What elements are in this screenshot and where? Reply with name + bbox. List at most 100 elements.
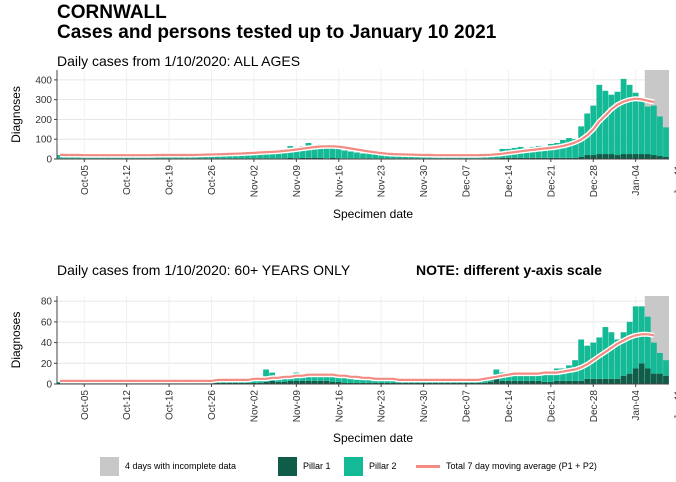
legend-item-pillar1: Pillar 1 <box>278 456 331 476</box>
chart1-bar-pillar1 <box>505 157 512 159</box>
chart1-bar-pillar2 <box>638 98 645 155</box>
chart2-xtick-0: Oct-05 <box>80 384 91 420</box>
chart-title-line1: CORNWALL <box>57 2 167 23</box>
chart2-xtick-7: Nov-23 <box>377 384 388 422</box>
chart2-bar-pillar1 <box>178 382 185 384</box>
chart1-xtick-1: Oct-12 <box>122 159 133 195</box>
chart2-bar-pillar1 <box>111 382 118 384</box>
chart1-bar-pillar2 <box>341 150 348 159</box>
chart2-bar-pillar2 <box>523 371 530 381</box>
chart2-bar-pillar1 <box>614 378 621 384</box>
chart1-bar-pillar1 <box>578 157 585 159</box>
chart1-subtitle: Daily cases from 1/10/2020: ALL AGES <box>57 53 301 69</box>
legend-label-moving-average: Total 7 day moving average (P1 + P2) <box>446 461 597 471</box>
chart2-xtick-6: Nov-16 <box>334 384 345 422</box>
chart2-bar-pillar1 <box>354 382 360 384</box>
legend-label-incomplete: 4 days with incomplete data <box>125 461 237 471</box>
chart1-bar-pillar2 <box>281 149 288 159</box>
chart2-bar-pillar1 <box>93 382 100 384</box>
chart1-xtick-5: Nov-09 <box>292 159 303 197</box>
chart1-bar-pillar2 <box>372 153 378 159</box>
chart2-bar-pillar1 <box>414 382 421 384</box>
chart2-bar-pillar1 <box>105 382 112 384</box>
chart1-bar-pillar1 <box>608 154 615 159</box>
chart1-bar-pillar1 <box>644 154 651 159</box>
chart2-bar-pillar1 <box>578 380 585 384</box>
chart2-bar-pillar1 <box>196 382 203 384</box>
chart2-bar-pillar2 <box>511 373 518 381</box>
chart2-xtick-9: Dec-07 <box>462 384 473 422</box>
chart1-bar-pillar2 <box>384 154 391 159</box>
chart2-bar-pillar1 <box>148 382 154 384</box>
chart1-bar-pillar2 <box>626 84 633 155</box>
chart2-bar-pillar1 <box>166 382 172 384</box>
chart2-bar-pillar2 <box>620 332 627 376</box>
chart1-xtick-label: Nov-09 <box>292 165 303 198</box>
chart2-bar-pillar1 <box>154 382 160 384</box>
chart2-bar-pillar1 <box>620 375 627 384</box>
chart2-bar-pillar2 <box>650 342 657 374</box>
chart2-bar-pillar1 <box>511 380 518 384</box>
chart2-ytick-2: 40 <box>41 338 57 349</box>
chart2-bar-pillar1 <box>590 378 597 384</box>
chart2-bar-pillar1 <box>208 382 215 384</box>
chart2-bar-pillar1 <box>469 382 475 384</box>
chart1-xtick-label: Nov-02 <box>249 165 260 198</box>
chart1-bar-pillar2 <box>554 142 560 158</box>
chart1-bar-pillar2 <box>354 152 360 159</box>
chart2-bar-pillar1 <box>293 380 300 384</box>
chart1-bar-pillar1 <box>566 157 572 159</box>
chart1-xtick-label: Oct-26 <box>207 165 218 195</box>
chart1-bar-pillar2 <box>535 145 542 158</box>
chart2-bar-pillar1 <box>390 382 397 384</box>
chart2-bar-pillar1 <box>360 382 366 384</box>
chart2-bar-pillar1 <box>263 381 269 384</box>
chart1-bar-pillar1 <box>554 157 560 159</box>
chart1-xtick-label: Dec-28 <box>589 165 600 198</box>
chart2-bar-pillar1 <box>87 382 94 384</box>
chart2-bar-pillar1 <box>81 382 88 384</box>
chart1-bar-pillar2 <box>541 146 548 158</box>
chart2-bar-pillar2 <box>378 379 385 383</box>
chart2-bar-pillar1 <box>329 381 336 384</box>
chart1-xtick-label: Dec-07 <box>462 165 473 198</box>
chart2-bar-pillar1 <box>238 382 245 384</box>
chart2-ytick-label: 0 <box>46 380 52 391</box>
chart1-xtick-0: Oct-05 <box>80 159 91 195</box>
chart2-bar-pillar1 <box>299 380 306 384</box>
chart1-bar-pillar2 <box>602 90 609 155</box>
chart1-xtick-10: Dec-14 <box>504 159 515 197</box>
chart2-xtick-label: Nov-23 <box>377 390 388 423</box>
chart2-ytick-label: 60 <box>41 317 53 328</box>
chart2-bar-pillar1 <box>475 382 482 384</box>
chart2-bar-pillar1 <box>317 380 324 384</box>
chart2-bar-pillar1 <box>426 382 433 384</box>
legend-item-moving-average: Total 7 day moving average (P1 + P2) <box>416 456 597 476</box>
chart1-xtick-4: Nov-02 <box>249 159 260 197</box>
chart2-bar-pillar1 <box>602 378 609 384</box>
chart1-bar-pillar2 <box>311 145 318 159</box>
chart2-bar-pillar1 <box>220 382 227 384</box>
chart2-bar-pillar2 <box>535 371 542 381</box>
chart2-bar-pillar1 <box>608 378 615 384</box>
chart2-xtick-label: Nov-16 <box>334 390 345 423</box>
chart1-xtick-label: Nov-30 <box>419 165 430 198</box>
chart1-ytick-2: 200 <box>35 115 57 126</box>
chart1-ytick-label: 100 <box>35 135 52 146</box>
chart1-bar-pillar1 <box>541 157 548 159</box>
chart1-bar-pillar1 <box>499 157 506 159</box>
chart1-bar-pillar2 <box>608 94 615 155</box>
chart1-x-axis-title: Specimen date <box>333 207 413 221</box>
chart2-bar-pillar1 <box>663 375 669 384</box>
chart1-bar-pillar1 <box>632 154 639 159</box>
chart2-ytick-0: 0 <box>46 380 57 391</box>
chart1-bar-pillar2 <box>323 145 330 159</box>
chart1-xtick-label: Oct-05 <box>80 165 91 195</box>
chart2-bar-pillar1 <box>596 378 603 384</box>
chart2-bar-pillar2 <box>566 365 572 381</box>
chart1-bar-pillar2 <box>644 106 651 155</box>
chart2-bar-pillar1 <box>457 382 463 384</box>
chart2-bar-pillar2 <box>263 369 269 382</box>
chart1-bar-pillar1 <box>529 157 536 159</box>
chart2-xtick-label: Oct-12 <box>122 390 133 420</box>
